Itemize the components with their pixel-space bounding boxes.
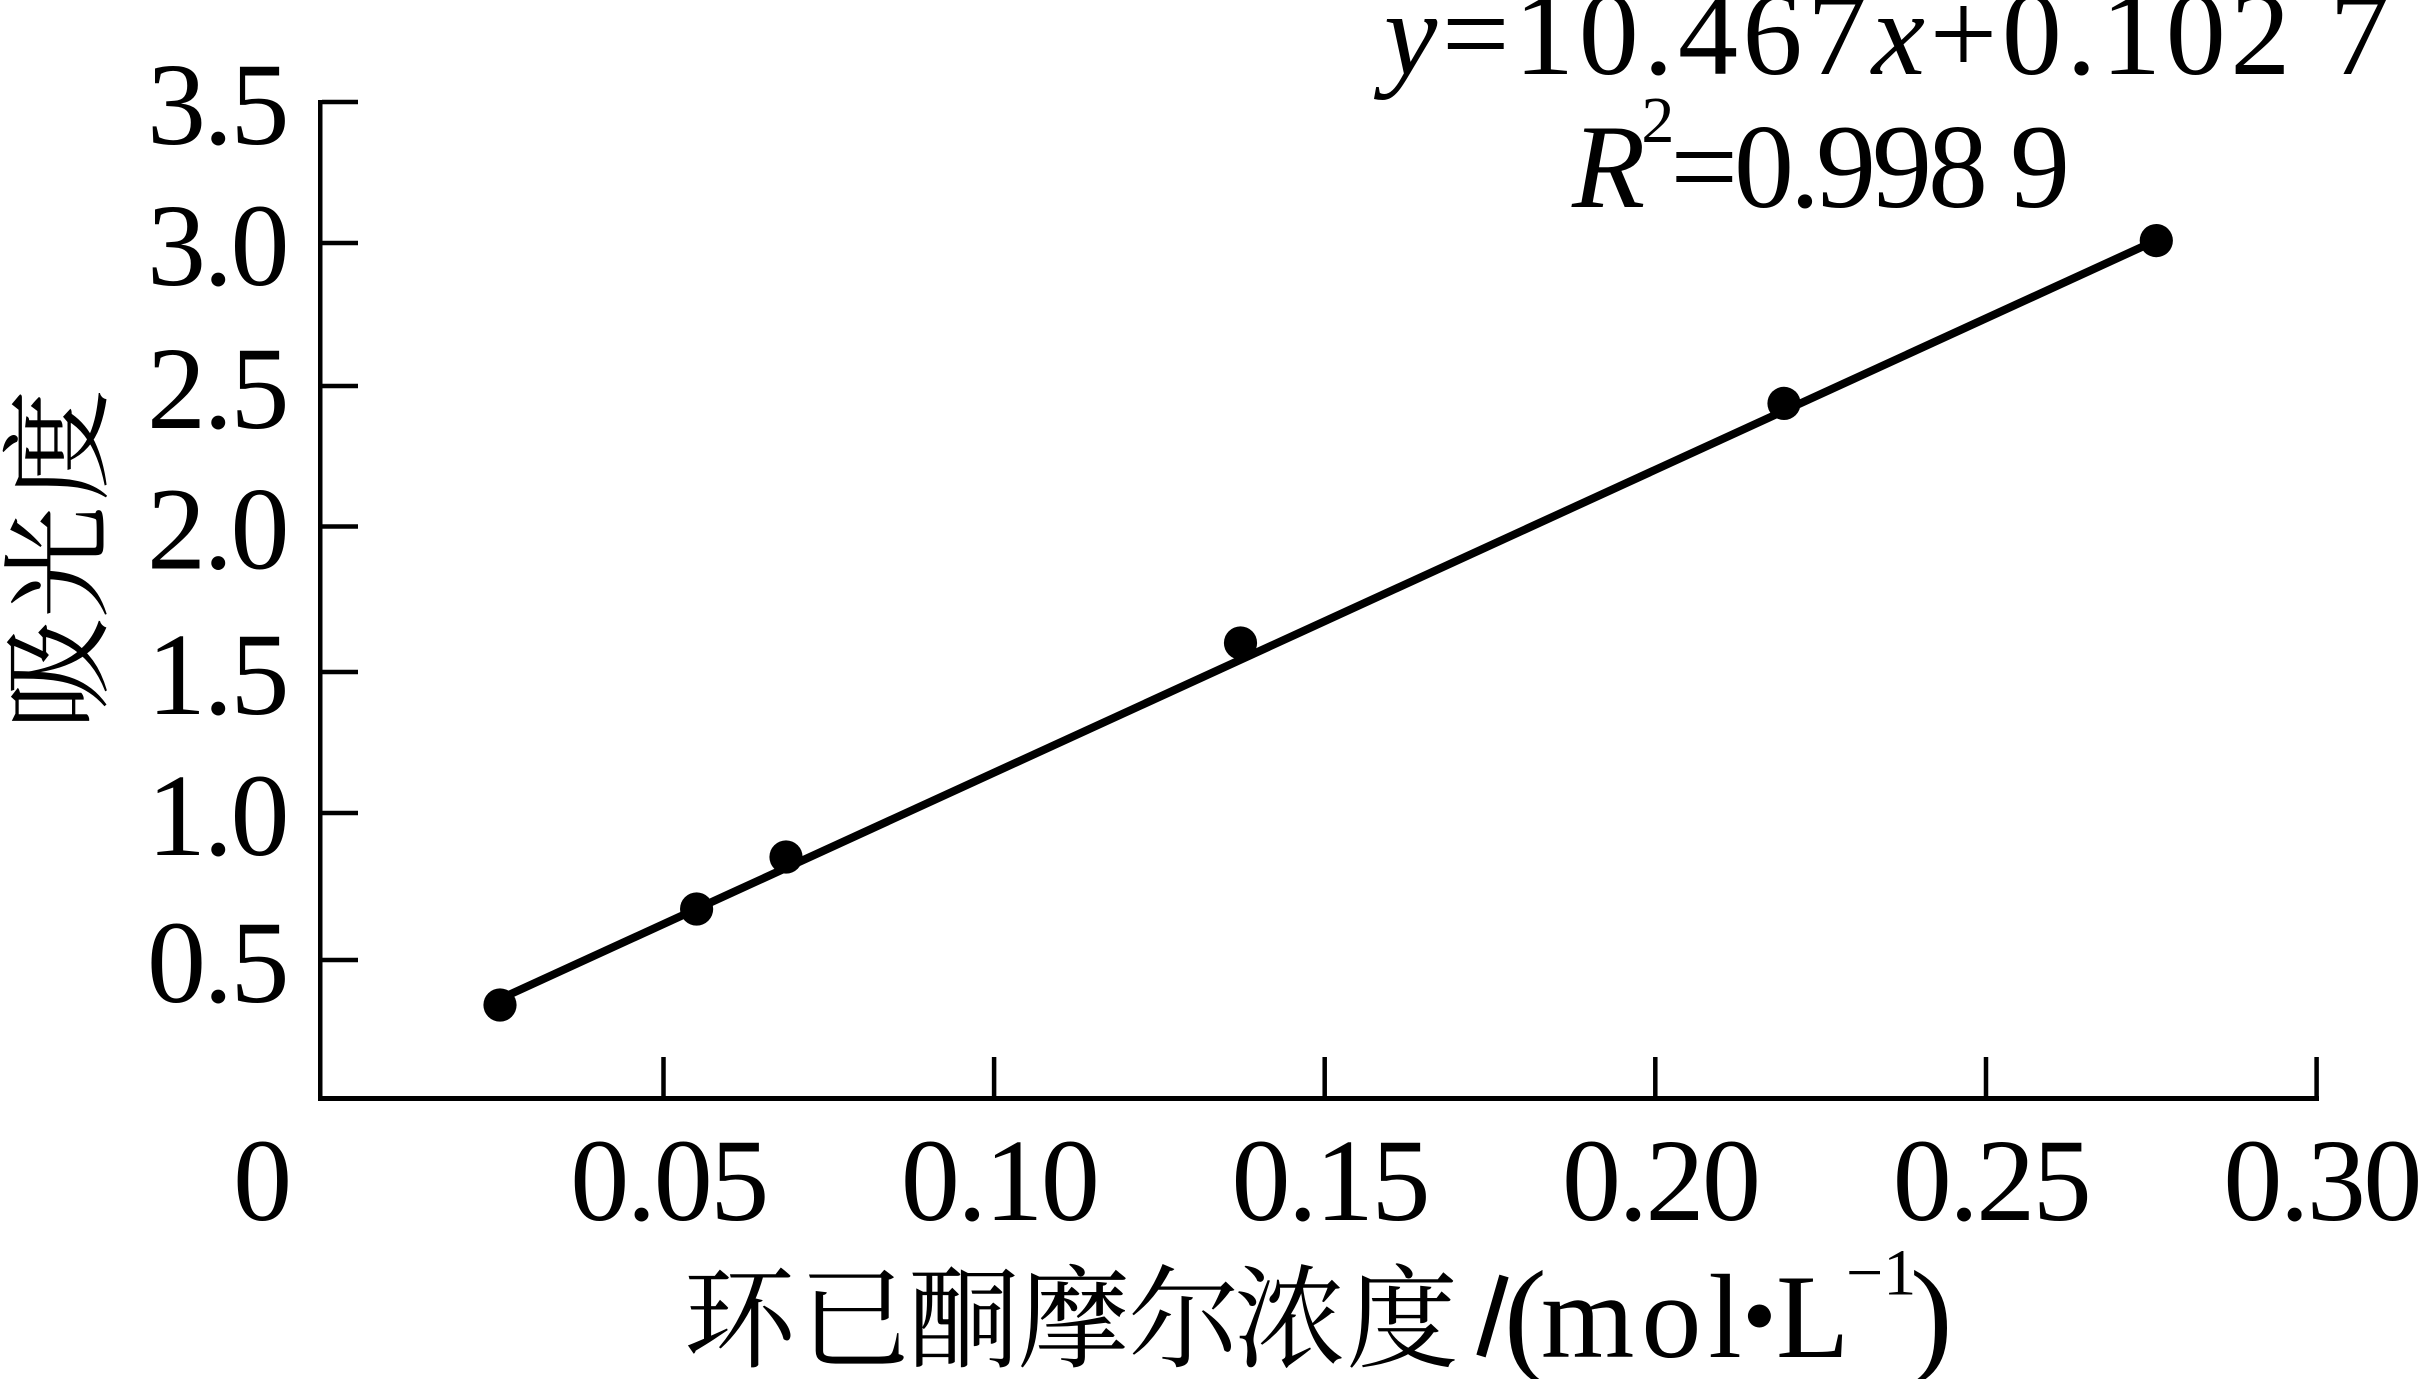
svg-text:1.5: 1.5 <box>147 609 287 740</box>
svg-text:R2=0.998 9: R2=0.998 9 <box>1571 84 2066 233</box>
svg-text:0: 0 <box>233 1115 292 1246</box>
svg-text:0.20: 0.20 <box>1562 1115 1759 1246</box>
svg-text:2.5: 2.5 <box>147 323 287 454</box>
svg-text:2.0: 2.0 <box>147 464 287 595</box>
svg-text:1.0: 1.0 <box>147 750 287 881</box>
svg-text:3.5: 3.5 <box>147 39 287 170</box>
svg-text:y=10.467x+0.102 7: y=10.467x+0.102 7 <box>1373 0 2394 100</box>
svg-text:0.30: 0.30 <box>2223 1115 2420 1246</box>
svg-text:0.15: 0.15 <box>1231 1115 1428 1246</box>
svg-text:3.0: 3.0 <box>147 180 287 311</box>
svg-text:L: L <box>1776 1250 1849 1379</box>
svg-text:(: ( <box>1504 1245 1547 1379</box>
svg-text:): ) <box>1910 1245 1953 1379</box>
svg-text:0.10: 0.10 <box>901 1115 1098 1246</box>
svg-text:0.25: 0.25 <box>1893 1115 2090 1246</box>
svg-text:−1: −1 <box>1846 1237 1916 1310</box>
svg-text:mol: mol <box>1541 1250 1749 1379</box>
svg-text:0.05: 0.05 <box>570 1115 767 1246</box>
svg-text:0.5: 0.5 <box>147 897 287 1028</box>
